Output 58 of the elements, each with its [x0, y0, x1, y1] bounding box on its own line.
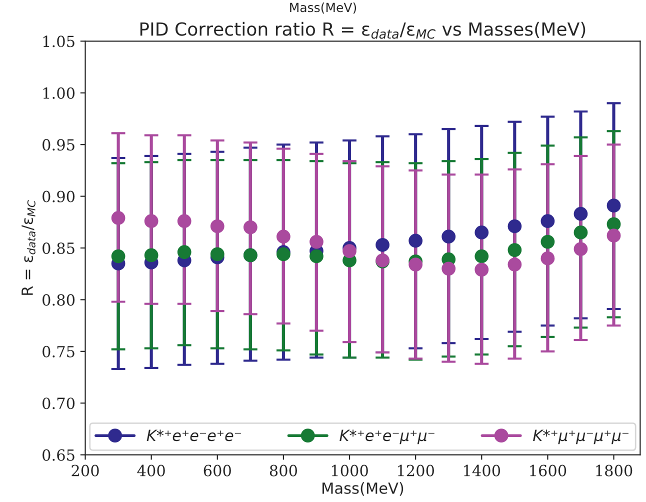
point: [408, 258, 423, 272]
point: [606, 228, 621, 243]
y-tick-label: 0.95: [42, 139, 74, 151]
point: [243, 220, 258, 234]
legend-label: K*⁺μ⁺μ⁻μ⁺μ⁻: [533, 430, 628, 444]
point: [508, 219, 522, 234]
legend-label: K*⁺e⁺e⁻e⁺e⁻: [146, 430, 241, 442]
point: [508, 243, 522, 257]
text: Mass(MeV): [290, 2, 356, 14]
point: [111, 249, 126, 264]
point: [342, 244, 356, 258]
point: [144, 248, 158, 262]
point: [144, 214, 158, 228]
point: [474, 262, 489, 277]
point: [442, 262, 456, 276]
point: [474, 226, 489, 240]
point: [474, 249, 489, 264]
y-tick-label: 0.85: [42, 242, 74, 254]
y-tick-label: 1.00: [43, 87, 75, 99]
y-tick-label: 0.70: [42, 398, 75, 410]
point: [540, 214, 555, 228]
x-tick-label: 1000: [332, 464, 368, 476]
point: [606, 198, 621, 213]
point: [574, 226, 588, 240]
chart-title: PID Correction ratio R = ε$_{data}$/ε$_{MC}$ vs Masses(MeV): [140, 22, 586, 39]
point: [210, 219, 224, 234]
point: [540, 251, 555, 266]
point: [111, 211, 126, 225]
point: [574, 206, 588, 221]
point: [177, 245, 192, 260]
x-tick-label: 1400: [464, 464, 500, 476]
point: [310, 249, 324, 264]
y-tick-label: 0.80: [42, 294, 75, 306]
point: [540, 234, 555, 249]
y-axis-title: R = ε$_{data}$/ε$_{MC}$: [22, 200, 36, 295]
x-tick-label: 400: [137, 464, 165, 476]
point: [177, 214, 192, 228]
x-tick-label: 1600: [530, 464, 566, 476]
point: [606, 217, 621, 232]
y-tick-label: 0.90: [42, 190, 75, 202]
point: [508, 258, 522, 272]
point: [376, 238, 390, 252]
point: [210, 247, 224, 262]
point: [442, 230, 456, 244]
point: [574, 242, 588, 256]
x-axis-title: Mass(MeV): [322, 482, 404, 496]
legend-label: K*⁺e⁺e⁻μ⁺μ⁻: [340, 430, 434, 444]
x-tick-label: 1800: [596, 464, 632, 476]
y-tick-label: 0.75: [42, 346, 74, 358]
x-tick-label: 600: [204, 464, 231, 476]
x-tick-label: 200: [72, 464, 99, 476]
y-tick-label: 0.65: [42, 449, 74, 461]
x-tick-label: 1200: [398, 464, 434, 476]
point: [310, 234, 324, 249]
point: [276, 230, 290, 244]
y-tick-label: 1.05: [43, 36, 74, 48]
x-tick-label: 800: [270, 464, 298, 476]
point: [408, 234, 423, 248]
